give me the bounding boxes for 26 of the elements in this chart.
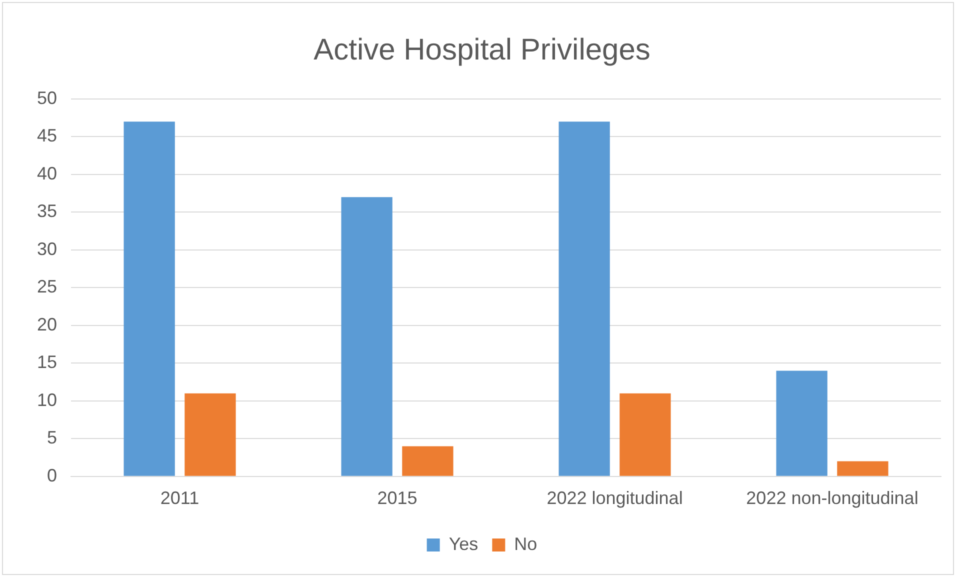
x-tick-label: 2022 non-longitudinal [746,488,918,508]
y-tick-label: 30 [36,238,58,259]
x-tick-label: 2011 [160,488,200,508]
bar [341,197,392,476]
y-tick-label: 10 [36,390,58,410]
bar [837,461,888,476]
y-tick-label: 20 [36,314,58,334]
bar [402,446,454,476]
y-tick-label: 25 [36,276,58,297]
y-tick-label: 5 [47,428,58,448]
bar [184,393,236,476]
legend-label: No [514,534,538,554]
x-tick-label: 2015 [377,488,418,508]
legend-label: Yes [448,534,478,554]
x-tick-label: 2022 longitudinal [546,488,683,508]
y-tick-label: 40 [36,163,58,184]
bar [776,370,828,476]
bar [124,122,175,476]
chart-title: Active Hospital Privileges [314,33,650,66]
y-tick-label: 0 [47,465,58,486]
y-tick-label: 50 [36,88,58,108]
y-tick-label: 15 [36,352,58,372]
bar [558,122,610,476]
y-tick-label: 45 [36,126,58,146]
y-tick-label: 35 [36,201,58,222]
bar [620,393,671,476]
